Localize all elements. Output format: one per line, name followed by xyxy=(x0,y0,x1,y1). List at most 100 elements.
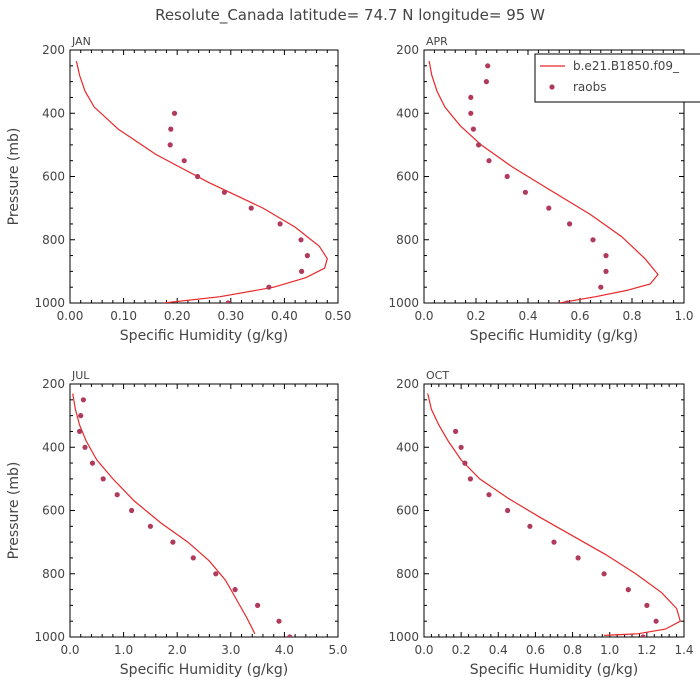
y-tick-label: 400 xyxy=(42,440,65,454)
y-tick-label: 600 xyxy=(396,170,419,184)
raobs-point xyxy=(114,492,120,498)
x-tick-label: 1.0 xyxy=(674,309,693,323)
x-tick-label: 0.4 xyxy=(518,309,537,323)
raobs-point xyxy=(171,110,178,116)
figure-title: Resolute_Canada latitude= 74.7 N longitu… xyxy=(155,6,545,25)
raobs-point xyxy=(453,428,459,434)
raobs-point xyxy=(603,268,609,274)
y-tick-label: 200 xyxy=(396,43,419,57)
x-tick-label: 0.0 xyxy=(60,643,79,657)
y-axis-label: Pressure (mb) xyxy=(6,128,22,226)
x-tick-label: 1.0 xyxy=(600,643,619,657)
x-axis-label: Specific Humidity (g/kg) xyxy=(120,328,288,344)
legend-label-model: b.e21.B1850.f09_ xyxy=(573,59,680,73)
raobs-point xyxy=(298,237,304,243)
raobs-point xyxy=(598,284,604,290)
raobs-point xyxy=(476,142,482,148)
y-tick-label: 800 xyxy=(42,233,65,247)
legend-label-raobs: raobs xyxy=(573,80,607,94)
raobs-point xyxy=(603,253,609,259)
raobs-point xyxy=(77,428,83,434)
raobs-point xyxy=(213,571,219,577)
plot-frame xyxy=(69,383,339,638)
raobs-point xyxy=(232,587,238,593)
raobs-point xyxy=(458,444,464,450)
raobs-point xyxy=(470,126,476,132)
panels-group: JAN 0.00 0.10 0.20 0.30 0.40 0.50 200 400 600 800 1… xyxy=(6,35,700,678)
plot-frame xyxy=(423,383,685,638)
raobs-point xyxy=(190,555,196,561)
raobs-point xyxy=(225,300,231,303)
panel-title: JAN xyxy=(71,35,91,48)
x-tick-label: 0.0 xyxy=(414,643,433,657)
raobs-point xyxy=(276,618,282,624)
y-tick-label: 200 xyxy=(42,43,65,57)
series-group xyxy=(75,60,328,303)
x-tick-label: 1.0 xyxy=(114,643,133,657)
y-tick-label: 800 xyxy=(396,233,419,247)
panel-apr: APR 0.0 0.2 0.4 0.6 0.8 1.0 200 400 600 800 1000 Spe… xyxy=(388,35,700,344)
model-line xyxy=(428,60,659,303)
series-group xyxy=(428,60,659,303)
plot-frame xyxy=(69,49,339,304)
raobs-point xyxy=(551,539,557,545)
y-tick-label: 400 xyxy=(396,106,419,120)
raobs-point xyxy=(504,173,510,180)
raobs-point xyxy=(468,110,474,116)
y-tick-label: 1000 xyxy=(388,296,419,310)
raobs-point xyxy=(221,189,227,195)
x-tick-label: 0.6 xyxy=(570,309,589,323)
raobs-point xyxy=(486,492,492,498)
raobs-point xyxy=(644,602,650,609)
raobs-point xyxy=(527,523,533,529)
y-tick-label: 400 xyxy=(396,440,419,454)
x-axis-label: Specific Humidity (g/kg) xyxy=(120,662,288,678)
y-tick-label: 200 xyxy=(42,377,65,391)
x-tick-label: 0.0 xyxy=(414,309,433,323)
raobs-point xyxy=(505,507,511,514)
x-axis-label: Specific Humidity (g/kg) xyxy=(470,662,638,678)
x-tick-label: 0.2 xyxy=(466,309,485,323)
y-axis-label: Pressure (mb) xyxy=(6,462,22,560)
raobs-point xyxy=(78,413,84,419)
y-tick-label: 200 xyxy=(396,377,419,391)
raobs-point xyxy=(522,189,529,195)
raobs-point xyxy=(601,571,607,577)
x-tick-label: 4.0 xyxy=(275,643,294,657)
raobs-point xyxy=(82,444,88,450)
y-tick-label: 400 xyxy=(42,106,65,120)
legend-box xyxy=(534,53,700,103)
raobs-point xyxy=(546,205,552,211)
raobs-point xyxy=(248,205,254,211)
raobs-point xyxy=(89,460,96,466)
x-tick-label: 5.0 xyxy=(328,643,347,657)
x-tick-label: 1.4 xyxy=(674,643,693,657)
x-tick-label: 0.00 xyxy=(57,309,84,323)
x-tick-label: 0.30 xyxy=(217,309,244,323)
raobs-point xyxy=(640,634,646,637)
x-tick-label: 0.8 xyxy=(563,643,582,657)
x-tick-label: 0.4 xyxy=(489,643,508,657)
raobs-point xyxy=(255,602,261,609)
x-tick-label: 0.10 xyxy=(110,309,137,323)
x-tick-label: 0.20 xyxy=(164,309,191,323)
raobs-point xyxy=(575,555,581,561)
raobs-point xyxy=(590,237,596,243)
raobs-point xyxy=(564,300,570,303)
raobs-point xyxy=(168,126,174,132)
panel-title: JUL xyxy=(71,369,90,382)
raobs-point xyxy=(195,173,201,180)
legend-marker-swatch xyxy=(549,84,555,90)
x-tick-label: 3.0 xyxy=(221,643,240,657)
y-tick-label: 1000 xyxy=(34,296,65,310)
panel-jul: JUL 0.0 1.0 2.0 3.0 4.0 5.0 200 400 600 800 1000 Spe… xyxy=(6,369,348,678)
raobs-point xyxy=(129,507,135,514)
panel-jan: JAN 0.00 0.10 0.20 0.30 0.40 0.50 200 400 600 800 1… xyxy=(6,35,351,344)
raobs-point xyxy=(147,523,153,529)
raobs-point xyxy=(483,79,489,85)
raobs-point xyxy=(266,284,272,290)
panel-title: OCT xyxy=(426,369,449,382)
x-tick-label: 0.6 xyxy=(526,643,545,657)
raobs-point xyxy=(170,539,176,545)
